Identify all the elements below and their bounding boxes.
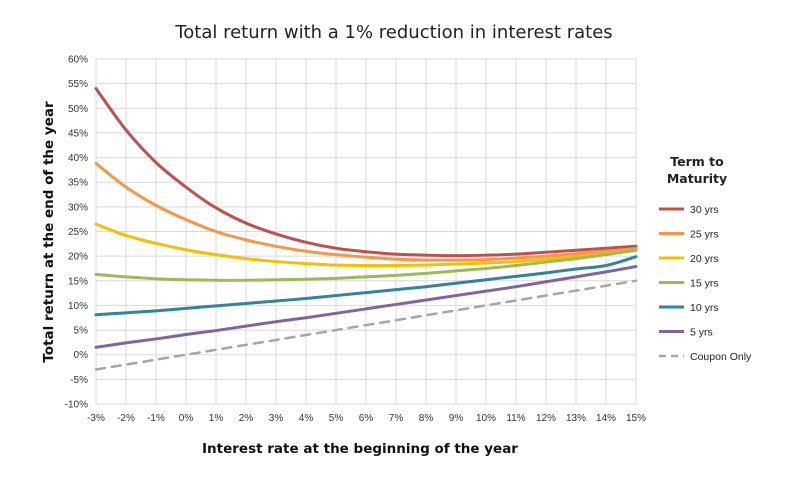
x-tick-label: 15% [626,413,646,424]
legend-title-line2: Maturity [667,171,727,186]
x-tick-label: -2% [117,413,135,424]
y-tick-label: -10% [65,400,88,411]
y-tick-label: 0% [74,350,89,361]
x-tick-label: -3% [87,413,105,424]
x-tick-label: 0% [179,413,194,424]
x-tick-label: 8% [419,413,434,424]
y-tick-label: 5% [74,326,89,337]
series-line-20-yrs [94,222,638,268]
x-tick-label: 1% [209,413,224,424]
x-tick-label: 6% [359,413,374,424]
legend-label-10-yrs: 10 yrs [690,302,719,314]
legend-label-25-yrs: 25 yrs [690,229,719,241]
x-tick-label: -1% [147,413,165,424]
y-tick-label: 50% [68,104,88,115]
chart-title: Total return with a 1% reduction in inte… [174,22,612,43]
y-tick-label: 15% [68,276,88,287]
y-tick-label: 30% [68,202,88,213]
x-tick-label: 7% [389,413,404,424]
legend: 30 yrs 25 yrs 20 yrs 15 yrs 10 yrs 5 yrs Coupo… [659,204,752,363]
x-tick-label: 11% [506,413,525,424]
legend-label-20-yrs: 20 yrs [690,253,719,265]
y-tick-label: 20% [68,252,88,263]
y-tick-label: 35% [68,178,88,189]
x-tick-label: 4% [299,413,314,424]
legend-label-30-yrs: 30 yrs [690,204,719,216]
x-axis-title: Interest rate at the beginning of the ye… [202,441,518,457]
x-tick-label: 9% [449,413,464,424]
y-tick-label: -5% [70,375,88,386]
x-tick-label: 13% [566,413,586,424]
x-tick-label: 14% [596,413,616,424]
x-tick-label: 5% [329,413,344,424]
plot-area: -3% -2% -1% 0% 1% 2% 3% 4% 5% 6% 7% 8% 9% 10% 11% 12% 13… [65,55,646,425]
legend-label-coupon-only: Coupon Only [690,351,752,363]
x-tick-label: 10% [476,413,496,424]
series-line-30-yrs [94,87,638,258]
series-line-coupon-only [94,279,638,371]
series-line-10-yrs [94,255,638,317]
legend-label-15-yrs: 15 yrs [690,278,719,290]
y-tick-label: 55% [68,79,88,90]
x-tick-label: 2% [239,413,254,424]
legend-title-line1: Term to [670,154,724,169]
y-tick-label: 40% [68,153,88,164]
y-axis-title: Total return at the end of the year [41,101,57,363]
x-tick-label: 12% [536,413,556,424]
x-tick-label: 3% [269,413,284,424]
y-tick-label: 10% [68,301,88,312]
series-line-25-yrs [94,161,638,262]
series-line-15-yrs [94,248,638,282]
series-line-5-yrs [94,264,638,349]
legend-label-5-yrs: 5 yrs [690,327,713,339]
y-tick-label: 25% [68,227,88,238]
y-tick-label: 45% [68,128,88,139]
y-tick-label: 60% [68,55,88,66]
